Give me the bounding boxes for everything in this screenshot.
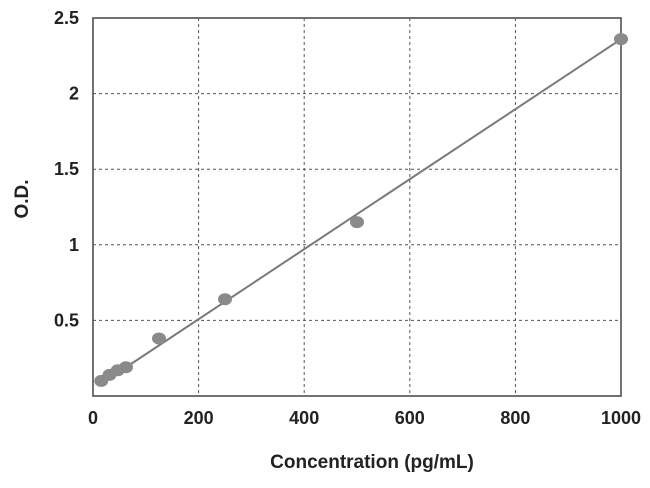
data-point	[218, 293, 232, 306]
x-tick-label: 1000	[601, 408, 641, 428]
trendline-layer	[100, 38, 622, 385]
y-tick-label: 2	[69, 84, 79, 104]
data-point	[119, 361, 133, 374]
y-axis-title: O.D.	[12, 179, 33, 218]
data-points	[94, 33, 628, 387]
x-tick-label: 600	[395, 408, 425, 428]
x-tick-label: 200	[184, 408, 214, 428]
tick-labels: 0 200 400 600 800 1000 0.5 1 1.5 2 2.5	[54, 8, 641, 428]
grid	[93, 18, 621, 396]
x-tick-label: 0	[88, 408, 98, 428]
data-point	[614, 33, 628, 46]
x-tick-label: 400	[289, 408, 319, 428]
x-axis-title: Concentration (pg/mL)	[270, 452, 474, 473]
y-tick-label: 2.5	[54, 8, 79, 28]
y-tick-label: 1	[69, 235, 79, 255]
data-point	[152, 332, 166, 345]
data-point	[350, 216, 364, 229]
x-tick-label: 800	[500, 408, 530, 428]
y-tick-label: 0.5	[54, 310, 79, 330]
plot-area	[92, 17, 622, 397]
trendline	[100, 38, 622, 385]
y-tick-label: 1.5	[54, 159, 79, 179]
